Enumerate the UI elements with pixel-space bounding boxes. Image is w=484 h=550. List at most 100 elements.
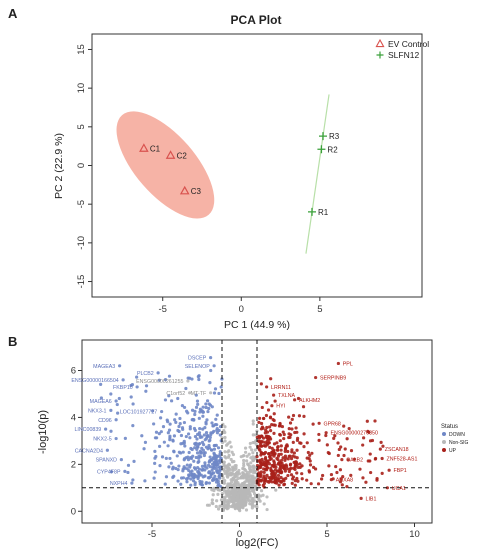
pca-y-axis: 15 10 5 0 -5 -10 -15	[76, 44, 92, 288]
nonsig-point	[210, 501, 214, 505]
down-point	[217, 391, 221, 396]
up-point	[267, 476, 271, 480]
down-point	[167, 374, 172, 378]
labeled-point	[186, 379, 190, 383]
nonsig-point	[262, 502, 266, 506]
nonsig-point	[248, 478, 253, 482]
up-point	[349, 473, 353, 477]
nonsig-point	[240, 486, 244, 491]
nonsig-point	[246, 492, 250, 496]
up-point	[321, 473, 325, 478]
nonsig-point	[223, 450, 227, 454]
down-point	[185, 463, 189, 467]
down-point	[218, 433, 222, 437]
up-point	[373, 419, 377, 423]
up-point	[274, 474, 278, 479]
gene-label: CD96	[98, 418, 112, 424]
volcano-legend-dot	[442, 440, 446, 444]
down-point	[184, 434, 188, 439]
nonsig-point	[242, 467, 246, 471]
up-point	[311, 465, 316, 469]
up-point	[293, 479, 297, 483]
gene-label: ENSG00000276850	[331, 431, 378, 437]
up-point	[294, 460, 298, 464]
down-point	[143, 440, 148, 444]
down-point	[190, 408, 195, 412]
up-point	[366, 429, 370, 433]
nonsig-point	[229, 478, 233, 482]
down-point	[181, 476, 186, 480]
down-point	[204, 405, 208, 410]
up-point	[292, 451, 296, 455]
nonsig-point	[246, 483, 250, 488]
down-point	[204, 431, 209, 435]
up-point	[271, 473, 276, 477]
nonsig-point	[216, 492, 220, 496]
down-point	[186, 432, 191, 436]
down-point	[207, 481, 212, 485]
pca-x-tick-label: 5	[317, 304, 322, 315]
down-point	[199, 450, 203, 454]
gene-label: NKX3-1	[88, 408, 107, 414]
down-point	[214, 480, 219, 484]
nonsig-point	[247, 452, 251, 456]
nonsig-point	[232, 459, 236, 464]
labeled-point	[324, 431, 328, 435]
pca-point-R3	[319, 132, 327, 141]
nonsig-point	[250, 506, 254, 510]
nonsig-point	[253, 499, 257, 503]
down-point	[210, 405, 214, 409]
down-point	[153, 449, 157, 453]
nonsig-point	[226, 506, 230, 510]
nonsig-point	[246, 463, 250, 467]
up-point	[310, 451, 314, 455]
up-point	[264, 413, 269, 418]
nonsig-point	[214, 504, 218, 509]
down-point	[153, 461, 157, 465]
up-point	[255, 455, 259, 459]
up-point	[276, 479, 280, 483]
nonsig-point	[250, 465, 254, 469]
labeled-point	[156, 371, 160, 375]
up-point	[308, 459, 312, 463]
nonsig-point	[243, 450, 248, 454]
volcano-x-axis: -5 0 5 10	[148, 523, 420, 540]
up-point	[361, 476, 365, 480]
down-point	[189, 483, 193, 487]
down-point	[212, 456, 216, 461]
up-point	[293, 467, 297, 471]
down-point	[131, 424, 135, 428]
nonsig-point	[222, 502, 226, 506]
down-point	[178, 422, 182, 426]
gene-label: LINC00839	[74, 427, 101, 433]
up-point	[282, 432, 286, 437]
down-point	[218, 450, 222, 454]
up-point	[257, 420, 261, 424]
up-point	[339, 445, 343, 449]
labeled-point	[209, 355, 213, 360]
up-point	[262, 470, 266, 474]
down-point	[188, 470, 193, 474]
nonsig-point	[232, 494, 236, 498]
down-point	[142, 447, 146, 451]
up-point	[311, 422, 315, 426]
up-point	[293, 455, 297, 459]
down-point	[182, 457, 187, 461]
up-point	[284, 476, 288, 480]
labeled-point	[329, 477, 333, 482]
up-point	[282, 483, 286, 487]
labeled-point	[104, 427, 108, 431]
gene-label: ANXA8	[336, 478, 353, 484]
down-point	[197, 456, 201, 460]
legend-triangle-icon	[375, 38, 385, 48]
pca-legend-label: SLFN12	[388, 50, 419, 60]
down-point	[144, 389, 148, 393]
labeled-point	[105, 448, 109, 452]
nonsig-point	[220, 436, 224, 440]
up-point	[259, 465, 263, 470]
down-point	[200, 440, 205, 444]
down-point	[209, 448, 214, 452]
down-point	[210, 468, 214, 472]
down-point	[218, 468, 222, 472]
